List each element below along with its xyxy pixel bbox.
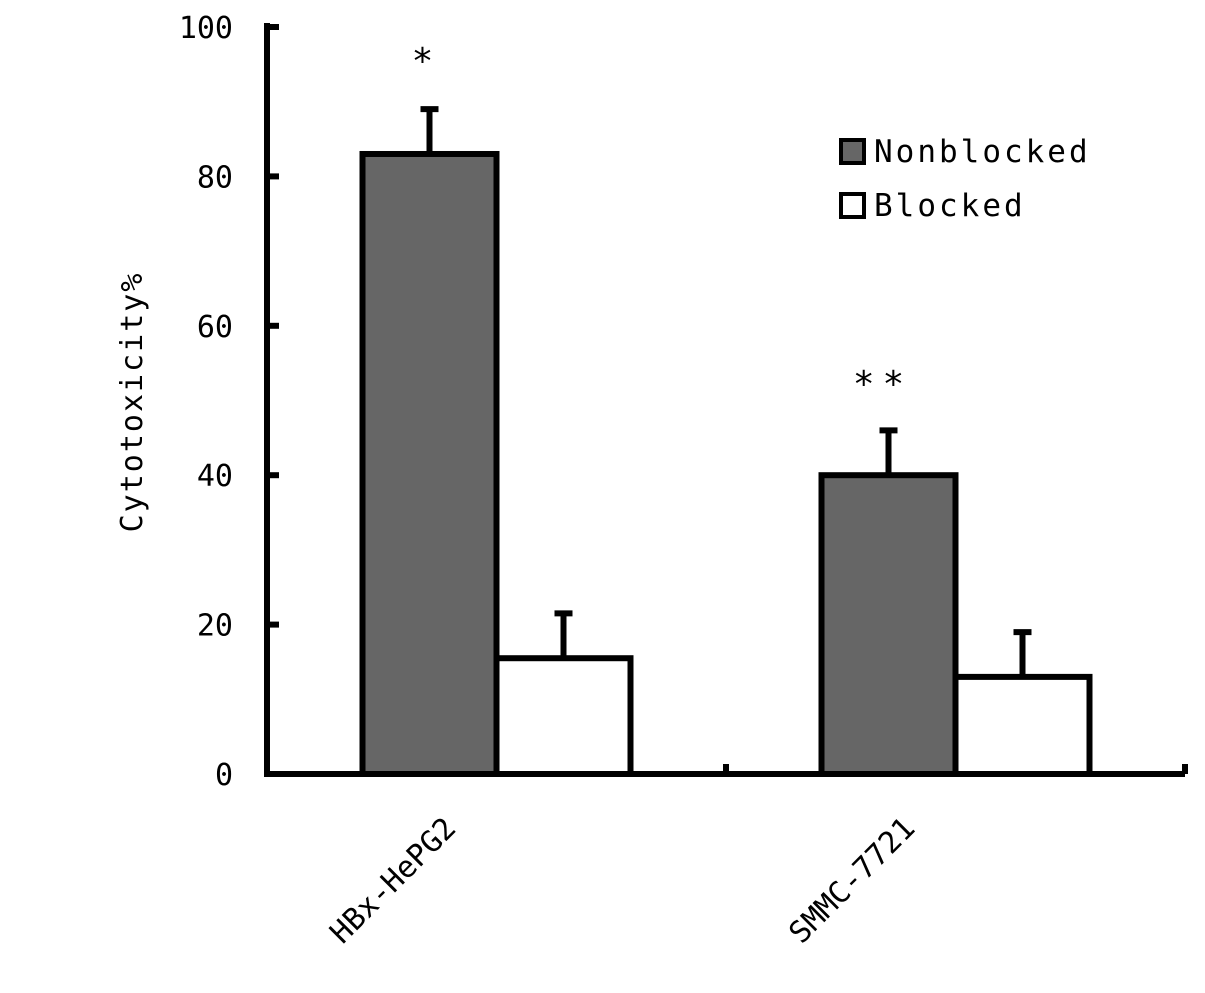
x-category-label: HBx-HePG2: [323, 811, 463, 951]
significance-marker: **: [853, 364, 912, 405]
y-tick-label: 40: [197, 459, 233, 494]
y-axis: 0 20 40 60 80 100: [179, 11, 279, 793]
significance-marker: *: [412, 41, 442, 82]
error-bars: [420, 106, 1032, 677]
bar-nonblocked-2: [818, 472, 959, 777]
x-axis: HBx-HePG2 SMMC-7721: [264, 764, 1188, 951]
bar-blocked-1: [493, 655, 634, 778]
y-tick-label: 80: [197, 160, 233, 195]
y-tick-label: 100: [179, 11, 233, 46]
bar-nonblocked-1: [359, 150, 500, 778]
legend-swatch-blocked: [839, 192, 866, 219]
significance-annotations: ***: [412, 41, 912, 405]
x-category-label: SMMC-7721: [782, 811, 922, 951]
legend-swatch-nonblocked: [839, 138, 866, 165]
y-tick-label: 20: [197, 609, 233, 644]
legend-label-blocked: Blocked: [874, 188, 1026, 224]
legend: Nonblocked Blocked: [839, 134, 1091, 224]
y-tick-label: 60: [197, 310, 233, 345]
bars: [359, 150, 1093, 778]
legend-label-nonblocked: Nonblocked: [874, 134, 1091, 170]
y-tick-label: 0: [215, 758, 233, 793]
y-axis-title: Cytotoxicity%: [115, 272, 150, 533]
bar-blocked-2: [952, 673, 1093, 778]
